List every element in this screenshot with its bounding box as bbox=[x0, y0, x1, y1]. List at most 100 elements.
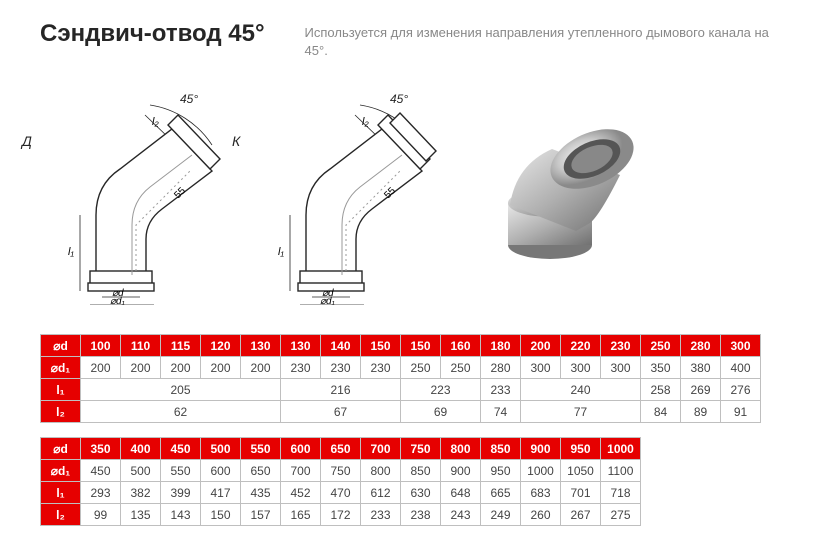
cell: 276 bbox=[721, 379, 761, 401]
col-head-value: 150 bbox=[361, 335, 401, 357]
col-head-value: 800 bbox=[441, 438, 481, 460]
cell: 350 bbox=[641, 357, 681, 379]
cell: 701 bbox=[561, 482, 601, 504]
col-head-value: 230 bbox=[601, 335, 641, 357]
spec-table-2: ⌀d35040045050055060065070075080085090095… bbox=[40, 437, 641, 526]
cell: 600 bbox=[201, 460, 241, 482]
col-head-value: 160 bbox=[441, 335, 481, 357]
cell: 300 bbox=[601, 357, 641, 379]
col-head-value: 500 bbox=[201, 438, 241, 460]
cell: 172 bbox=[321, 504, 361, 526]
col-head-value: 750 bbox=[401, 438, 441, 460]
cell: 718 bbox=[601, 482, 641, 504]
col-head-value: 280 bbox=[681, 335, 721, 357]
col-head-value: 550 bbox=[241, 438, 281, 460]
svg-text:⌀d₁: ⌀d₁ bbox=[110, 296, 125, 305]
cell: 650 bbox=[241, 460, 281, 482]
col-head-value: 200 bbox=[521, 335, 561, 357]
spec-table-1: ⌀d10011011512013013014015015016018020022… bbox=[40, 334, 761, 423]
cell: 250 bbox=[441, 357, 481, 379]
cell: 62 bbox=[81, 401, 281, 423]
cell: 91 bbox=[721, 401, 761, 423]
cell: 300 bbox=[521, 357, 561, 379]
col-head-value: 600 bbox=[281, 438, 321, 460]
col-head-value: 130 bbox=[241, 335, 281, 357]
page-title: Сэндвич-отвод 45° bbox=[40, 20, 265, 52]
cell: 900 bbox=[441, 460, 481, 482]
cell: 380 bbox=[681, 357, 721, 379]
col-head-param: ⌀d bbox=[41, 335, 81, 357]
figures-row: Д 45° l₂ 55 bbox=[40, 70, 795, 310]
cell: 450 bbox=[81, 460, 121, 482]
product-photo bbox=[480, 105, 650, 275]
cell: 230 bbox=[321, 357, 361, 379]
cell: 67 bbox=[281, 401, 401, 423]
cell: 683 bbox=[521, 482, 561, 504]
cell: 382 bbox=[121, 482, 161, 504]
cell: 84 bbox=[641, 401, 681, 423]
col-head-value: 140 bbox=[321, 335, 361, 357]
cell: 89 bbox=[681, 401, 721, 423]
col-head-value: 650 bbox=[321, 438, 361, 460]
cell: 850 bbox=[401, 460, 441, 482]
cell: 243 bbox=[441, 504, 481, 526]
row-head: ⌀d₁ bbox=[41, 460, 81, 482]
cell: 200 bbox=[161, 357, 201, 379]
cell: 275 bbox=[601, 504, 641, 526]
tech-drawing-k: 45° l₂ 55 l₁ ⌀d ⌀d₁ bbox=[250, 75, 440, 305]
col-head-value: 950 bbox=[561, 438, 601, 460]
col-head-value: 100 bbox=[81, 335, 121, 357]
description: Используется для изменения направления у… bbox=[305, 20, 795, 60]
cell: 200 bbox=[121, 357, 161, 379]
diagram-label-k: К bbox=[232, 133, 240, 149]
col-head-param: ⌀d bbox=[41, 438, 81, 460]
cell: 150 bbox=[201, 504, 241, 526]
col-head-value: 850 bbox=[481, 438, 521, 460]
cell: 648 bbox=[441, 482, 481, 504]
cell: 267 bbox=[561, 504, 601, 526]
cell: 400 bbox=[721, 357, 761, 379]
cell: 216 bbox=[281, 379, 401, 401]
cell: 205 bbox=[81, 379, 281, 401]
cell: 452 bbox=[281, 482, 321, 504]
cell: 143 bbox=[161, 504, 201, 526]
cell: 665 bbox=[481, 482, 521, 504]
row-head: l₁ bbox=[41, 482, 81, 504]
col-head-value: 220 bbox=[561, 335, 601, 357]
col-head-value: 350 bbox=[81, 438, 121, 460]
cell: 223 bbox=[401, 379, 481, 401]
svg-text:⌀d₁: ⌀d₁ bbox=[320, 296, 335, 305]
row-head: ⌀d₁ bbox=[41, 357, 81, 379]
row-head: l₂ bbox=[41, 401, 81, 423]
cell: 135 bbox=[121, 504, 161, 526]
cell: 233 bbox=[481, 379, 521, 401]
col-head-value: 450 bbox=[161, 438, 201, 460]
cell: 950 bbox=[481, 460, 521, 482]
cell: 77 bbox=[521, 401, 641, 423]
cell: 293 bbox=[81, 482, 121, 504]
col-head-value: 110 bbox=[121, 335, 161, 357]
cell: 750 bbox=[321, 460, 361, 482]
cell: 435 bbox=[241, 482, 281, 504]
cell: 500 bbox=[121, 460, 161, 482]
cell: 1050 bbox=[561, 460, 601, 482]
cell: 230 bbox=[361, 357, 401, 379]
col-head-value: 120 bbox=[201, 335, 241, 357]
cell: 550 bbox=[161, 460, 201, 482]
svg-text:l₂: l₂ bbox=[152, 116, 159, 128]
cell: 630 bbox=[401, 482, 441, 504]
cell: 74 bbox=[481, 401, 521, 423]
svg-text:45°: 45° bbox=[390, 92, 408, 106]
cell: 238 bbox=[401, 504, 441, 526]
cell: 233 bbox=[361, 504, 401, 526]
cell: 69 bbox=[401, 401, 481, 423]
diagram-k: К 45° l₂ 55 l₁ ⌀d ⌀d₁ bbox=[250, 75, 440, 305]
cell: 1000 bbox=[521, 460, 561, 482]
cell: 260 bbox=[521, 504, 561, 526]
cell: 200 bbox=[201, 357, 241, 379]
cell: 240 bbox=[521, 379, 641, 401]
col-head-value: 130 bbox=[281, 335, 321, 357]
cell: 399 bbox=[161, 482, 201, 504]
col-head-value: 250 bbox=[641, 335, 681, 357]
diagram-label-d: Д bbox=[22, 133, 32, 149]
